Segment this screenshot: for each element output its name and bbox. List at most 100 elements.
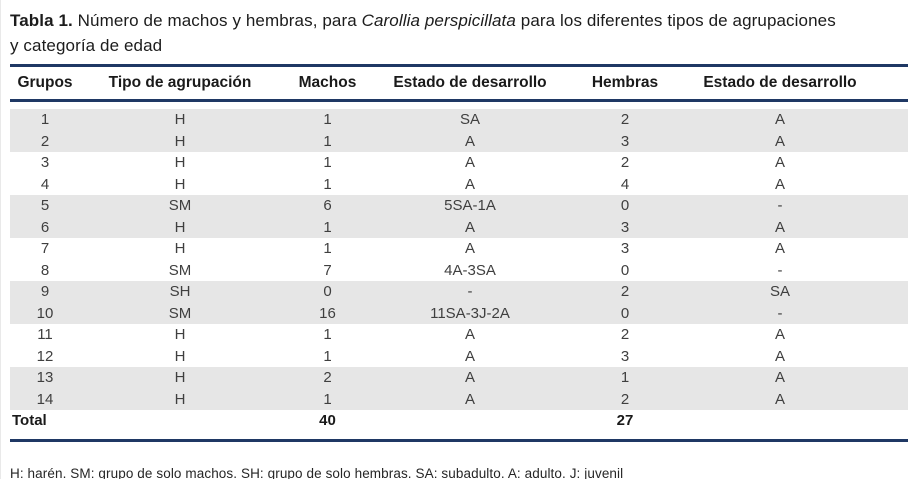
table-cell: A bbox=[464, 218, 475, 236]
table-cell: H bbox=[174, 175, 186, 193]
table-row-13: 13 H 2 A 1 A bbox=[10, 367, 908, 389]
table-cell: SM bbox=[168, 197, 192, 214]
table-cell: A bbox=[774, 154, 785, 171]
table-cell: A bbox=[774, 347, 785, 365]
footnote: H: harén. SM: grupo de solo machos. SH: … bbox=[10, 465, 624, 479]
table-cell: 11 bbox=[37, 326, 53, 343]
table-cell: A bbox=[464, 154, 475, 171]
table-row-9: 9 SH 0 - 2 SA bbox=[10, 281, 908, 303]
table-row-14: 14 H 1 A 2 A bbox=[10, 388, 908, 410]
table-cell: 3 bbox=[620, 347, 630, 365]
table-row-6: 6 H 1 A 3 A bbox=[10, 216, 908, 238]
table-cell: 1 bbox=[323, 218, 332, 236]
table-cell: 14 bbox=[36, 390, 54, 408]
table-header-row: Grupos Tipo de agrupación Machos Estado de … bbox=[10, 67, 908, 99]
table-cell: H bbox=[174, 218, 186, 236]
table-cell: 1 bbox=[323, 347, 332, 365]
table-cell: 0 bbox=[323, 283, 332, 300]
table-cell: A bbox=[464, 326, 475, 343]
column-header-1: Grupos bbox=[17, 74, 73, 91]
table-cell: H bbox=[174, 111, 186, 128]
table-row-7: 7 H 1 A 3 A bbox=[10, 238, 908, 260]
table-cell: SH bbox=[169, 283, 191, 300]
table-cell: H bbox=[174, 369, 186, 386]
table-cell: A bbox=[464, 369, 475, 386]
table-cell: 3 bbox=[40, 154, 50, 171]
table-cell: 7 bbox=[323, 261, 332, 279]
table-cell: 2 bbox=[620, 390, 630, 408]
table-row-5: 5 SM 6 5SA-1A 0 - bbox=[10, 195, 908, 217]
caption-text-line2: y categoría de edad bbox=[10, 36, 163, 55]
table-cell: A bbox=[464, 347, 475, 365]
table-cell: 6 bbox=[40, 218, 50, 236]
table-cell: - bbox=[777, 197, 783, 214]
table-cell: 12 bbox=[36, 347, 54, 365]
total-cell: 27 bbox=[616, 412, 634, 429]
table-cell: A bbox=[774, 175, 785, 193]
caption-species-name: Carollia perspicillata bbox=[361, 11, 516, 30]
table-body: 1 H 1 SA 2 A 2 H 1 A 3 A 3 H 1 A 2 A 4 H 1 A 4 A 5 SM 6 5SA-1A 0-6 H 1… bbox=[10, 109, 908, 432]
table-cell: SM bbox=[168, 261, 192, 279]
table-row-1: 1 H 1 SA 2 A bbox=[10, 109, 908, 131]
table-cell: 3 bbox=[620, 132, 630, 150]
header-rule bbox=[10, 99, 908, 102]
table-row-4: 4 H 1 A 4 A bbox=[10, 174, 908, 196]
table-cell: 5 bbox=[40, 197, 50, 214]
table-cell: A bbox=[774, 240, 785, 257]
total-label: Total bbox=[12, 412, 47, 429]
table-cell: 1 bbox=[323, 175, 332, 193]
table-cell: H bbox=[174, 326, 186, 343]
table-cell: A bbox=[464, 390, 475, 408]
table-caption: Tabla 1. Número de machos y hembras, par… bbox=[10, 8, 908, 58]
table-cell: 2 bbox=[40, 132, 50, 150]
top-rule bbox=[10, 64, 908, 67]
table-cell: 2 bbox=[620, 326, 630, 343]
table-cell: - bbox=[777, 304, 783, 322]
table-cell: 16 bbox=[319, 304, 336, 322]
table-cell: 2 bbox=[620, 283, 630, 300]
table-total-row: Total 40 27 bbox=[10, 410, 908, 432]
bottom-rule bbox=[10, 438, 908, 442]
table-cell: 4A-3SA bbox=[444, 261, 496, 279]
table-cell: - bbox=[777, 261, 783, 279]
table-cell: A bbox=[774, 111, 785, 128]
table-cell: 4 bbox=[40, 175, 50, 193]
table-cell: 6 bbox=[323, 197, 332, 214]
table-cell: H bbox=[174, 132, 186, 150]
table-cell: 1 bbox=[620, 369, 630, 386]
table-cell: 1 bbox=[323, 111, 332, 128]
table-cell: H bbox=[174, 390, 186, 408]
table-cell: A bbox=[774, 218, 785, 236]
table-cell: A bbox=[464, 132, 475, 150]
table-cell: 10 bbox=[36, 304, 54, 322]
table-cell: H bbox=[174, 347, 186, 365]
caption-label: Tabla 1. bbox=[10, 11, 73, 30]
table-cell: 2 bbox=[323, 369, 332, 386]
column-header-5: Hembras bbox=[591, 74, 659, 91]
table-row-10: 10 SM 16 11SA-3J-2A 0 - bbox=[10, 302, 908, 324]
caption-text-2: para los diferentes tipos de agrupacione… bbox=[520, 11, 836, 30]
table-cell: 1 bbox=[40, 111, 50, 128]
table-cell: A bbox=[464, 240, 475, 257]
table-cell: 8 bbox=[40, 261, 50, 279]
total-cell bbox=[685, 410, 875, 432]
table-row-11: 11 H 1 A 2 A bbox=[10, 324, 908, 346]
table-cell: A bbox=[774, 132, 785, 150]
table-cell: H bbox=[174, 154, 186, 171]
table-cell: 5SA-1A bbox=[444, 197, 496, 214]
column-header-6: Estado de desarrollo bbox=[703, 74, 857, 91]
total-cell bbox=[80, 410, 280, 432]
table-cell: SA bbox=[769, 283, 790, 300]
total-cell: 40 bbox=[319, 412, 336, 429]
total-cell bbox=[375, 410, 565, 432]
column-header-3: Machos bbox=[298, 74, 357, 91]
table-cell: 1 bbox=[323, 154, 332, 171]
table-cell: 1 bbox=[323, 132, 332, 150]
table-row-3: 3 H 1 A 2 A bbox=[10, 152, 908, 174]
table-row-8: 8 SM 7 4A-3SA 0 - bbox=[10, 260, 908, 282]
table-cell: 3 bbox=[620, 218, 630, 236]
table-cell: 2 bbox=[620, 111, 630, 128]
table-cell: 0 bbox=[620, 261, 630, 279]
table-cell: 1 bbox=[323, 240, 332, 257]
